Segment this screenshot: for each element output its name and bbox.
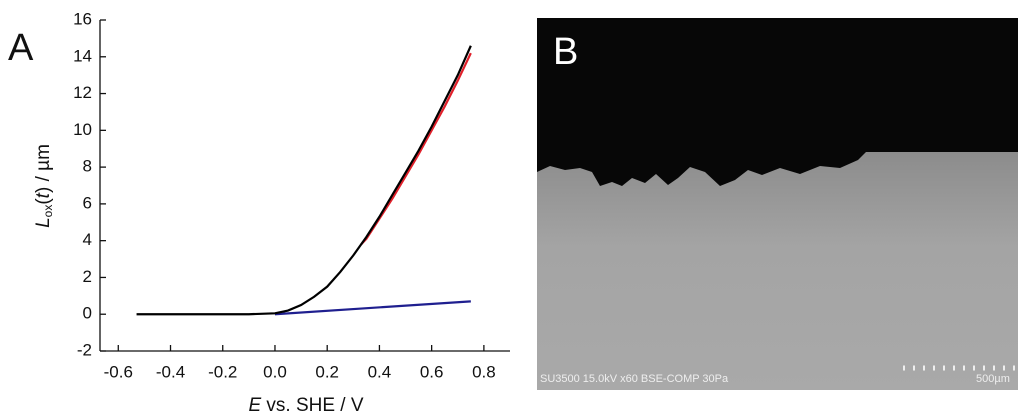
x-tick-label: 0.6	[420, 362, 444, 381]
x-label-part: vs. SHE / V	[261, 395, 364, 416]
y-tick-label: 4	[83, 230, 92, 249]
y-label-part: ox	[41, 205, 55, 218]
image-caption: SU3500 15.0kV x60 BSE-COMP 30Pa	[540, 373, 729, 385]
y-tick-label: 0	[83, 304, 92, 323]
x-tick-label: -0.4	[156, 362, 185, 381]
x-tick-label: 0.2	[315, 362, 339, 381]
x-tick-label: 0.8	[472, 362, 496, 381]
y-tick-label: 10	[73, 120, 92, 139]
y-tick-label: -2	[77, 340, 92, 359]
x-tick-label: 0.4	[368, 362, 392, 381]
y-tick-label: 14	[73, 46, 92, 65]
scale-label: 500µm	[976, 373, 1010, 385]
y-tick-label: 16	[73, 9, 92, 28]
x-axis-label: E vs. SHE / V	[248, 395, 363, 416]
data-line	[274, 300, 471, 316]
x-tick-label: 0.0	[263, 362, 287, 381]
y-label-part: (	[33, 198, 54, 205]
image-panel: SU3500 15.0kV x60 BSE-COMP 30Pa 500µm B	[537, 18, 1018, 390]
data-line	[136, 45, 472, 316]
y-axis-label: Lox(t) / µm	[33, 144, 55, 228]
metal-region	[537, 152, 1018, 390]
y-tick-label: 6	[83, 193, 92, 212]
y-tick-label: 2	[83, 267, 92, 286]
x-tick-label: -0.6	[104, 362, 133, 381]
y-tick-label: 8	[83, 157, 92, 176]
y-tick-label: 12	[73, 83, 92, 102]
y-label-part: ) / µm	[33, 144, 54, 193]
panel-label: B	[553, 31, 578, 73]
x-label-part: E	[248, 395, 261, 416]
y-label-part: t	[33, 192, 54, 198]
y-label-part: L	[33, 217, 54, 228]
x-tick-label: -0.2	[208, 362, 237, 381]
panel-label: A	[8, 27, 34, 69]
